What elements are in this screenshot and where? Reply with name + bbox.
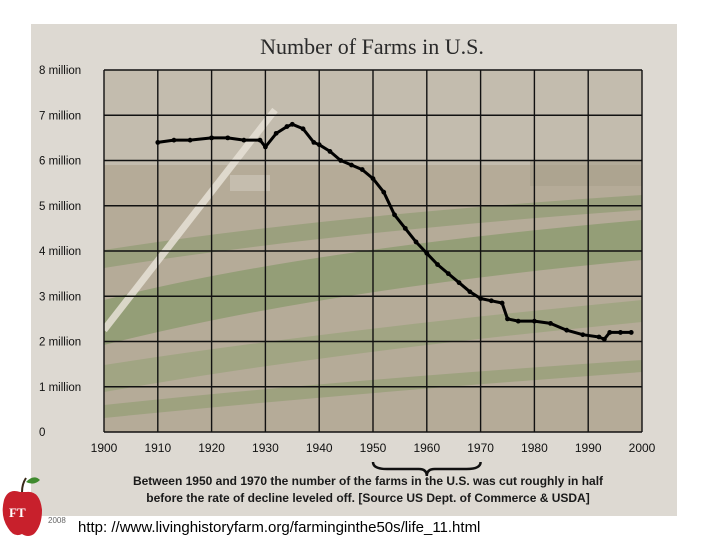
caption-line-2: before the rate of decline leveled off. … xyxy=(146,491,589,505)
decade-brace xyxy=(371,461,482,477)
data-point xyxy=(467,289,473,295)
data-point xyxy=(532,318,537,324)
data-point xyxy=(316,142,322,148)
data-point xyxy=(241,137,247,143)
x-tick-label: 1930 xyxy=(252,441,279,455)
data-point xyxy=(618,330,623,335)
logo-year: 2008 xyxy=(48,516,66,525)
data-point xyxy=(209,135,215,141)
data-point xyxy=(488,298,494,304)
data-point xyxy=(349,162,354,168)
data-point xyxy=(445,271,451,277)
logo-letters: FT xyxy=(9,505,26,520)
data-point xyxy=(505,316,510,322)
apple-leaf xyxy=(26,477,40,484)
x-tick-labels: 1900 1910 1920 1930 1940 1950 1960 1970 1980 1990… xyxy=(91,441,656,455)
data-point xyxy=(273,130,279,136)
caption-line-1: Between 1950 and 1970 the number of the … xyxy=(133,474,604,488)
y-tick-label: 4 million xyxy=(39,246,81,258)
data-point xyxy=(564,327,570,333)
x-tick-label: 1900 xyxy=(91,441,118,455)
x-tick-label: 1920 xyxy=(198,441,225,455)
data-point xyxy=(257,137,263,143)
x-tick-label: 1950 xyxy=(360,441,387,455)
y-tick-label: 8 million xyxy=(39,65,81,77)
x-tick-label: 1940 xyxy=(306,441,333,455)
chart-title: Number of Farms in U.S. xyxy=(260,34,484,59)
series-layer xyxy=(155,121,634,342)
x-tick-label: 1990 xyxy=(575,441,602,455)
data-point xyxy=(359,167,365,172)
y-tick-labels: 0 1 million 2 million 3 million 4 million 5 m… xyxy=(39,65,81,439)
data-point xyxy=(311,140,317,145)
y-tick-label: 3 million xyxy=(39,291,81,303)
data-point xyxy=(478,296,483,301)
data-point xyxy=(607,330,613,335)
data-point xyxy=(370,176,376,182)
y-tick-label: 7 million xyxy=(39,110,81,122)
data-point xyxy=(515,318,521,324)
grid-lines xyxy=(103,69,643,433)
data-point xyxy=(548,321,553,326)
data-point xyxy=(225,135,231,141)
x-tick-label: 1910 xyxy=(144,441,171,455)
data-point xyxy=(187,137,193,143)
data-point xyxy=(155,140,161,145)
data-point xyxy=(628,330,634,335)
y-tick-label: 6 million xyxy=(39,156,81,168)
data-point xyxy=(424,250,430,256)
x-tick-label: 1960 xyxy=(413,441,440,455)
apple-logo: FT xyxy=(2,477,42,536)
data-point xyxy=(413,239,419,245)
x-tick-label: 2000 xyxy=(629,441,656,455)
data-point xyxy=(402,225,408,231)
data-point xyxy=(300,126,306,132)
data-point xyxy=(289,121,295,127)
data-point xyxy=(327,149,333,154)
data-point xyxy=(580,332,586,338)
apple-stem xyxy=(21,477,27,493)
apple-shape xyxy=(2,491,42,536)
y-tick-label: 0 xyxy=(39,427,45,439)
data-point xyxy=(596,334,602,340)
y-tick-label: 1 million xyxy=(39,382,81,394)
data-point xyxy=(171,137,177,143)
y-tick-label: 5 million xyxy=(39,201,81,213)
x-tick-label: 1970 xyxy=(467,441,494,455)
data-point xyxy=(284,124,290,129)
data-point xyxy=(499,300,505,306)
data-point xyxy=(435,262,440,267)
data-point xyxy=(392,212,397,218)
x-tick-label: 1980 xyxy=(521,441,548,455)
data-point xyxy=(338,158,344,163)
data-point xyxy=(381,189,387,195)
data-point xyxy=(601,336,607,342)
source-url[interactable]: http: //www.livinghistoryfarm.org/farmin… xyxy=(78,519,480,536)
data-point xyxy=(456,280,462,286)
data-point xyxy=(263,144,268,150)
y-tick-label: 2 million xyxy=(39,337,81,349)
